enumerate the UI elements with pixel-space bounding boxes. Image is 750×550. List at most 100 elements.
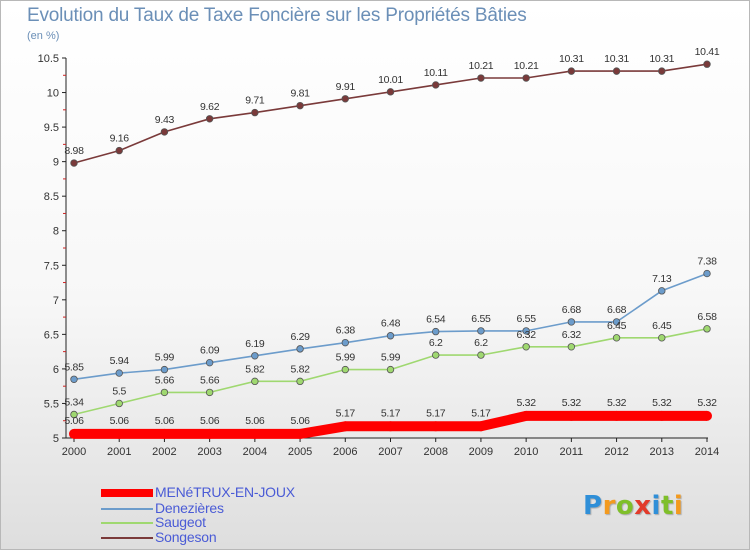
data-label: 5.17	[336, 407, 356, 419]
x-tick-label: 2013	[650, 446, 674, 458]
data-point	[567, 343, 576, 351]
data-point	[251, 352, 259, 360]
data-label: 5.94	[110, 355, 130, 367]
data-label: 5.06	[64, 415, 84, 427]
x-tick-label: 2000	[62, 446, 86, 458]
data-label: 6.29	[290, 331, 310, 343]
data-label: 5.5	[112, 385, 126, 397]
data-label: 10.41	[695, 46, 720, 58]
data-label: 10.01	[378, 74, 403, 86]
x-tick-label: 2003	[197, 446, 221, 458]
data-label: 5.17	[471, 407, 491, 419]
data-point	[612, 334, 621, 342]
data-point	[249, 428, 260, 439]
data-point	[477, 327, 485, 335]
data-point	[432, 327, 440, 336]
data-label: 5.06	[245, 415, 265, 427]
data-label: 5.82	[290, 363, 310, 375]
legend-swatch	[101, 489, 153, 497]
data-point	[703, 269, 711, 278]
data-point	[251, 108, 259, 117]
data-label: 6.45	[652, 320, 672, 332]
data-label: 5.17	[381, 407, 401, 419]
data-label: 5.99	[336, 352, 356, 364]
data-label: 5.32	[607, 397, 627, 409]
data-point	[160, 128, 169, 136]
data-label: 5.06	[290, 415, 310, 427]
data-label: 5.82	[245, 363, 265, 375]
y-tick-label: 10	[47, 88, 59, 100]
data-label: 9.71	[245, 95, 265, 107]
logo-letter: r	[602, 491, 616, 521]
data-label: 5.32	[652, 397, 672, 409]
legend-label: Saugeot	[155, 514, 206, 530]
y-tick-label: 10.5	[38, 53, 59, 65]
data-point	[612, 67, 621, 75]
data-label: 10.31	[649, 53, 674, 65]
data-point	[295, 428, 306, 439]
data-point	[160, 365, 169, 374]
legend-swatch	[101, 508, 153, 510]
data-point	[115, 146, 123, 155]
data-point	[205, 358, 214, 367]
data-point	[567, 67, 576, 75]
data-point	[341, 365, 349, 374]
data-point	[204, 428, 215, 439]
x-tick-label: 2001	[107, 446, 131, 458]
data-label: 8.98	[64, 145, 84, 157]
data-point	[70, 375, 78, 383]
y-tick-label: 6	[53, 364, 59, 376]
data-label: 5.34	[64, 397, 84, 409]
proxiti-logo: Proxiti	[583, 491, 683, 521]
data-point	[205, 388, 214, 397]
data-point	[70, 159, 78, 167]
data-point	[567, 318, 576, 326]
data-label: 9.16	[110, 133, 130, 145]
x-tick-label: 2010	[514, 446, 538, 458]
data-point	[522, 343, 530, 351]
data-label: 5.06	[200, 415, 220, 427]
data-point	[702, 410, 712, 421]
data-point	[159, 428, 170, 439]
data-point	[251, 377, 259, 386]
data-label: 6.58	[697, 311, 717, 323]
data-label: 6.32	[562, 329, 582, 341]
data-label: 5.06	[155, 415, 175, 427]
data-point	[296, 345, 304, 353]
data-label: 9.91	[336, 81, 356, 93]
logo-letter: i	[651, 491, 661, 521]
data-point	[386, 88, 395, 96]
data-label: 6.48	[381, 318, 401, 330]
data-point	[703, 60, 711, 68]
data-point	[566, 410, 577, 421]
data-label: 9.81	[290, 88, 310, 100]
y-tick-label: 6.5	[44, 329, 59, 341]
data-label: 7.38	[697, 256, 717, 268]
x-tick-label: 2014	[695, 446, 719, 458]
y-tick-label: 8.5	[44, 191, 59, 203]
data-point	[205, 115, 214, 123]
y-tick-label: 7.5	[44, 260, 59, 272]
data-label: 10.21	[469, 60, 494, 72]
legend-swatch	[101, 522, 153, 524]
y-tick-label: 5	[53, 433, 59, 445]
data-point	[432, 351, 440, 359]
y-tick-label: 7	[53, 295, 59, 307]
data-point	[296, 101, 304, 110]
x-tick-label: 2002	[152, 446, 176, 458]
logo-letter: P	[583, 491, 603, 521]
data-label: 5.99	[155, 352, 175, 364]
legend-swatch	[101, 537, 153, 539]
data-label: 5.32	[562, 397, 582, 409]
data-point	[70, 410, 78, 419]
data-point	[521, 410, 532, 421]
data-point	[658, 287, 666, 295]
data-point	[385, 421, 396, 432]
data-label: 6.2	[474, 337, 488, 349]
data-point	[475, 421, 486, 432]
data-point	[656, 410, 667, 421]
data-point	[430, 421, 441, 432]
data-label: 5.32	[697, 397, 717, 409]
data-point	[386, 365, 395, 374]
